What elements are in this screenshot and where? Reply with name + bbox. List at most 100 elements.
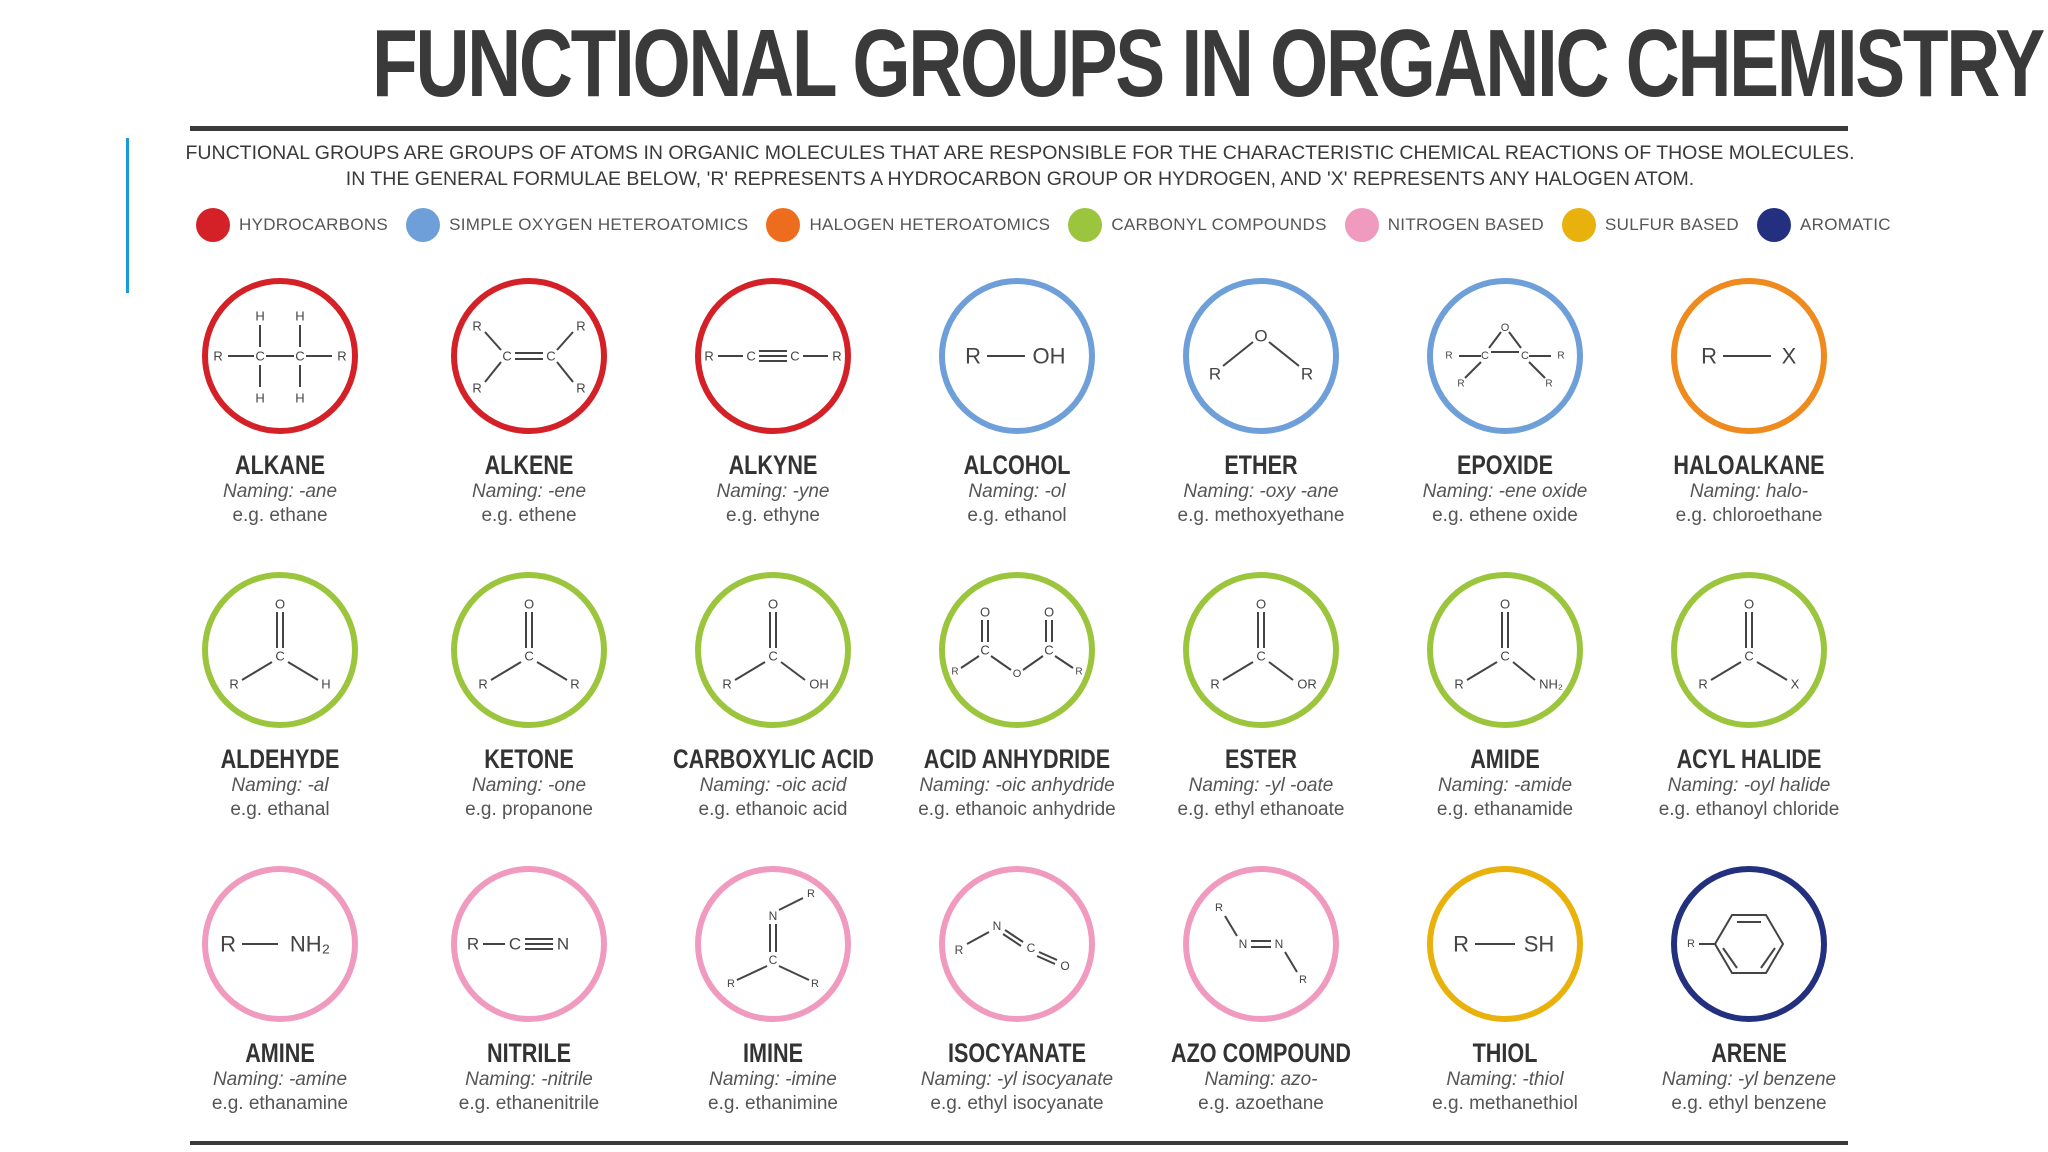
group-name: HALOALKANE: [1673, 450, 1825, 480]
svg-text:R: R: [965, 344, 981, 369]
group-name: ALCOHOL: [963, 450, 1071, 480]
svg-text:R: R: [1545, 379, 1552, 390]
group-name: ALKANE: [235, 450, 325, 480]
svg-text:N: N: [557, 935, 569, 954]
svg-text:R: R: [1299, 974, 1307, 986]
svg-text:C: C: [768, 649, 777, 664]
group-name: ETHER: [1224, 450, 1298, 480]
legend-item-nitrogen: NITROGEN BASED: [1344, 208, 1544, 242]
svg-text:OH: OH: [809, 677, 829, 692]
svg-text:R: R: [1215, 902, 1223, 914]
svg-text:R: R: [478, 677, 487, 692]
group-example: e.g. methoxyethane: [1177, 505, 1345, 526]
group-naming: Naming: -nitrile: [465, 1069, 593, 1090]
svg-text:O: O: [1254, 327, 1267, 346]
group-naming: Naming: -yne: [716, 481, 830, 502]
svg-text:R: R: [1557, 351, 1564, 362]
svg-text:C: C: [524, 649, 533, 664]
group-naming: Naming: azo-: [1204, 1069, 1318, 1090]
svg-text:R: R: [472, 319, 481, 334]
functional-group-card: R C N NITRILE Naming: -nitrile e.g. ethanenit…: [404, 862, 654, 1116]
group-example: e.g. ethanol: [967, 505, 1067, 526]
functional-group-card: R SH THIOL Naming: -thiol e.g. methanethiol: [1380, 862, 1630, 1116]
svg-text:X: X: [1791, 677, 1800, 692]
svg-text:R: R: [722, 677, 731, 692]
group-example: e.g. ethanenitrile: [458, 1093, 600, 1114]
svg-text:C: C: [502, 349, 511, 364]
svg-text:R: R: [1453, 932, 1469, 957]
legend-item-sulfur: SULFUR BASED: [1562, 208, 1739, 242]
functional-group-card: R NH₂ AMINE Naming: -amine e.g. ethanamine: [155, 862, 405, 1116]
svg-text:C: C: [1521, 350, 1529, 362]
svg-text:X: X: [1782, 344, 1797, 369]
group-name: THIOL: [1472, 1038, 1538, 1068]
svg-text:O: O: [524, 597, 534, 612]
functional-group-card: R N N R AZO COMPOUND Naming: azo-e.g. azoetha…: [1136, 862, 1386, 1116]
group-naming: Naming: -ane: [222, 481, 338, 502]
functional-group-card: R OH ALCOHOL Naming: -ol e.g. ethanol: [892, 274, 1142, 528]
amine-structure-icon: R NH₂: [202, 866, 358, 1022]
svg-text:C: C: [980, 643, 989, 658]
accent-bar: [126, 138, 129, 293]
legend-dot-orange: [766, 208, 801, 242]
group-naming: Naming: -amine: [212, 1069, 348, 1090]
svg-text:R: R: [576, 319, 585, 334]
functional-group-card: R O R ETHER Naming: -oxy -ane e.g. methoxyeth…: [1136, 274, 1386, 528]
svg-text:R: R: [1701, 344, 1717, 369]
svg-text:R: R: [832, 349, 841, 364]
legend-item-hydrocarbons: HYDROCARBONS: [196, 208, 388, 242]
svg-text:R: R: [704, 349, 713, 364]
svg-text:O: O: [1744, 597, 1754, 612]
group-example: e.g. ethanimine: [708, 1093, 838, 1114]
group-name: ACID ANHYDRIDE: [923, 744, 1111, 774]
svg-text:C: C: [1044, 643, 1053, 658]
ether-structure-icon: R O R: [1183, 278, 1339, 434]
svg-text:N: N: [769, 909, 778, 923]
legend-label: CARBONYL COMPOUNDS: [1111, 215, 1327, 234]
legend-item-aromatic: AROMATIC: [1756, 208, 1891, 242]
svg-text:R: R: [1454, 677, 1463, 692]
svg-text:NH₂: NH₂: [290, 932, 330, 957]
svg-text:R: R: [1457, 379, 1464, 390]
svg-text:C: C: [509, 935, 521, 954]
legend-dot-red: [196, 208, 230, 242]
group-name: ALDEHYDE: [220, 744, 340, 774]
svg-text:R: R: [467, 935, 479, 954]
group-name: CARBOXYLIC ACID: [673, 744, 874, 774]
svg-text:O: O: [1256, 597, 1266, 612]
svg-text:O: O: [980, 605, 990, 620]
group-example: e.g. ethanoic acid: [698, 799, 848, 820]
amide-structure-icon: O C R NH₂: [1427, 572, 1583, 728]
group-naming: Naming: -thiol: [1446, 1069, 1564, 1090]
svg-text:H: H: [255, 391, 264, 406]
group-naming: Naming: -imine: [709, 1069, 837, 1090]
group-example: e.g. ethyl benzene: [1671, 1093, 1827, 1114]
svg-text:R: R: [951, 667, 958, 678]
svg-text:C: C: [546, 349, 555, 364]
isocyanate-structure-icon: R N C O: [939, 866, 1095, 1022]
legend-label: HYDROCARBONS: [239, 215, 389, 234]
acyl-halide-structure-icon: O C R X: [1671, 572, 1827, 728]
svg-text:R: R: [229, 677, 238, 692]
functional-group-card: R C C R ALKYNE Naming: -yne e.g. ethyne: [648, 274, 898, 528]
svg-text:O: O: [275, 597, 285, 612]
ketone-structure-icon: O C R R: [451, 572, 607, 728]
svg-text:C: C: [769, 953, 778, 967]
functional-group-card: O C O C O R R ACID ANHYDRIDE Naming: -oic anhydr…: [892, 568, 1142, 822]
svg-text:R: R: [1210, 677, 1219, 692]
legend-label: SULFUR BASED: [1605, 215, 1739, 234]
alkene-structure-icon: R R C C R R: [451, 278, 607, 434]
group-name: AMIDE: [1470, 744, 1540, 774]
group-name: AMINE: [245, 1038, 315, 1068]
group-naming: Naming: -ene: [471, 481, 587, 502]
group-example: e.g. ethyl ethanoate: [1177, 799, 1345, 820]
svg-text:OH: OH: [1033, 344, 1066, 369]
group-naming: Naming: -amide: [1437, 775, 1573, 796]
svg-text:SH: SH: [1524, 932, 1555, 957]
svg-text:H: H: [321, 677, 330, 692]
carboxylic-acid-structure-icon: O C R OH: [695, 572, 851, 728]
svg-text:R: R: [220, 932, 236, 957]
svg-text:C: C: [1256, 649, 1265, 664]
